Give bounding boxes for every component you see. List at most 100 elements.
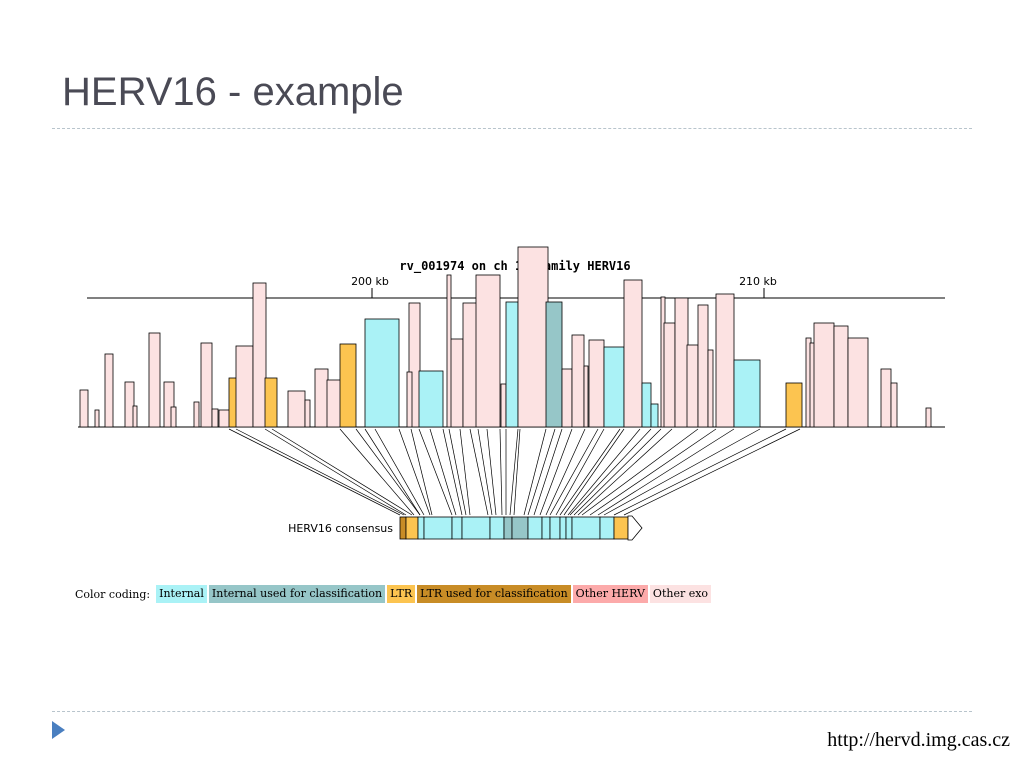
- genome-segment: [418, 370, 444, 428]
- connector-line: [513, 428, 521, 516]
- genome-segment: [475, 274, 501, 428]
- genome-segment: [408, 302, 421, 428]
- footer-divider: [52, 711, 972, 712]
- connector-lines: [228, 428, 801, 516]
- title-divider: [52, 128, 972, 129]
- tick-label-200kb: 200 kb: [351, 275, 389, 288]
- connector-line: [545, 428, 586, 516]
- connector-line: [603, 428, 761, 516]
- connector-line: [228, 428, 401, 516]
- consensus-segment: [613, 516, 629, 540]
- connector-line: [559, 428, 621, 516]
- connector-line: [613, 428, 787, 516]
- legend-internal-classification: Internal used for classification: [208, 585, 386, 603]
- genome-segment: [650, 403, 659, 428]
- genome-segment: [500, 383, 507, 428]
- genome-segment: [218, 409, 231, 428]
- footer-link[interactable]: http://hervd.img.cas.cz: [827, 729, 1010, 751]
- consensus-segment: [405, 516, 419, 540]
- consensus-arrow-icon: [627, 515, 643, 541]
- genome-segment: [847, 337, 869, 428]
- consensus-segment: [417, 516, 425, 540]
- connector-line: [567, 428, 641, 516]
- genome-segment: [264, 377, 278, 428]
- legend-internal: Internal: [156, 585, 207, 603]
- connector-line: [374, 428, 425, 516]
- connector-line: [339, 428, 415, 516]
- genome-segment: [890, 382, 898, 428]
- genome-segment: [235, 345, 254, 428]
- genome-segment: [833, 325, 849, 428]
- genome-segment: [571, 334, 585, 428]
- genome-segment: [104, 353, 114, 428]
- connector-line: [539, 428, 573, 516]
- connector-line: [509, 428, 519, 516]
- slide-title: HERV16 - example: [62, 70, 404, 114]
- connector-line: [597, 428, 735, 516]
- connector-line: [398, 428, 431, 516]
- genome-segment: [79, 389, 89, 428]
- genome-segment: [663, 322, 676, 428]
- bullet-triangle-icon: [52, 721, 65, 739]
- connector-line: [533, 428, 563, 516]
- consensus-segment: [503, 516, 513, 540]
- genome-segment: [148, 332, 161, 428]
- consensus-segment: [423, 516, 453, 540]
- scale-axis: 200 kb 210 kb: [87, 275, 945, 299]
- connector-line: [355, 428, 421, 516]
- connector-line: [589, 428, 717, 516]
- genome-segment: [326, 379, 342, 428]
- genome-segment: [163, 381, 175, 428]
- connector-line: [418, 428, 453, 516]
- connector-line: [581, 428, 699, 516]
- connector-line: [271, 428, 413, 516]
- connector-line: [459, 428, 471, 516]
- consensus-segment: [527, 516, 543, 540]
- consensus-segment: [559, 516, 567, 540]
- genome-segment: [588, 339, 605, 428]
- legend-ltr-classification: LTR used for classification: [417, 585, 571, 603]
- genome-segment: [287, 390, 306, 428]
- genome-bars: [79, 246, 932, 428]
- diagram-title: rv_001974 on ch 12 family HERV16: [399, 259, 630, 274]
- genome-segment: [545, 301, 563, 428]
- connector-line: [429, 428, 457, 516]
- connector-line: [410, 428, 433, 516]
- tick-label-210kb: 210 kb: [739, 275, 777, 288]
- connector-line: [549, 428, 599, 516]
- connector-line: [563, 428, 625, 516]
- genome-segment: [813, 322, 835, 428]
- legend-other-herv: Other HERV: [572, 585, 648, 603]
- consensus-segment: [541, 516, 551, 540]
- genome-segment: [715, 293, 735, 428]
- connector-line: [235, 428, 405, 516]
- genome-segment: [641, 382, 652, 428]
- connector-line: [448, 428, 467, 516]
- genome-segment: [170, 406, 177, 428]
- genome-segment: [314, 368, 329, 428]
- genome-segment: [686, 344, 699, 428]
- genome-segment: [406, 371, 413, 428]
- connector-line: [555, 428, 605, 516]
- genome-segment: [785, 382, 803, 428]
- legend-label: Color coding:: [75, 587, 151, 601]
- connector-line: [499, 428, 503, 516]
- connector-line: [523, 428, 547, 516]
- connector-line: [623, 428, 801, 516]
- connector-line: [264, 428, 407, 516]
- color-legend: Color coding: Internal Internal used for…: [75, 585, 713, 603]
- genome-segment: [132, 405, 138, 428]
- genome-segment: [339, 343, 357, 428]
- genome-segment: [674, 297, 689, 428]
- genome-segment: [124, 381, 135, 428]
- consensus-segment: [451, 516, 463, 540]
- legend-ltr: LTR: [387, 585, 416, 603]
- connector-line: [442, 428, 463, 516]
- genome-segment: [94, 409, 100, 428]
- genome-segment: [252, 282, 267, 428]
- connector-line: [527, 428, 556, 516]
- genome-segment: [623, 279, 643, 428]
- genome-segment: [505, 301, 519, 428]
- connector-line: [486, 428, 497, 516]
